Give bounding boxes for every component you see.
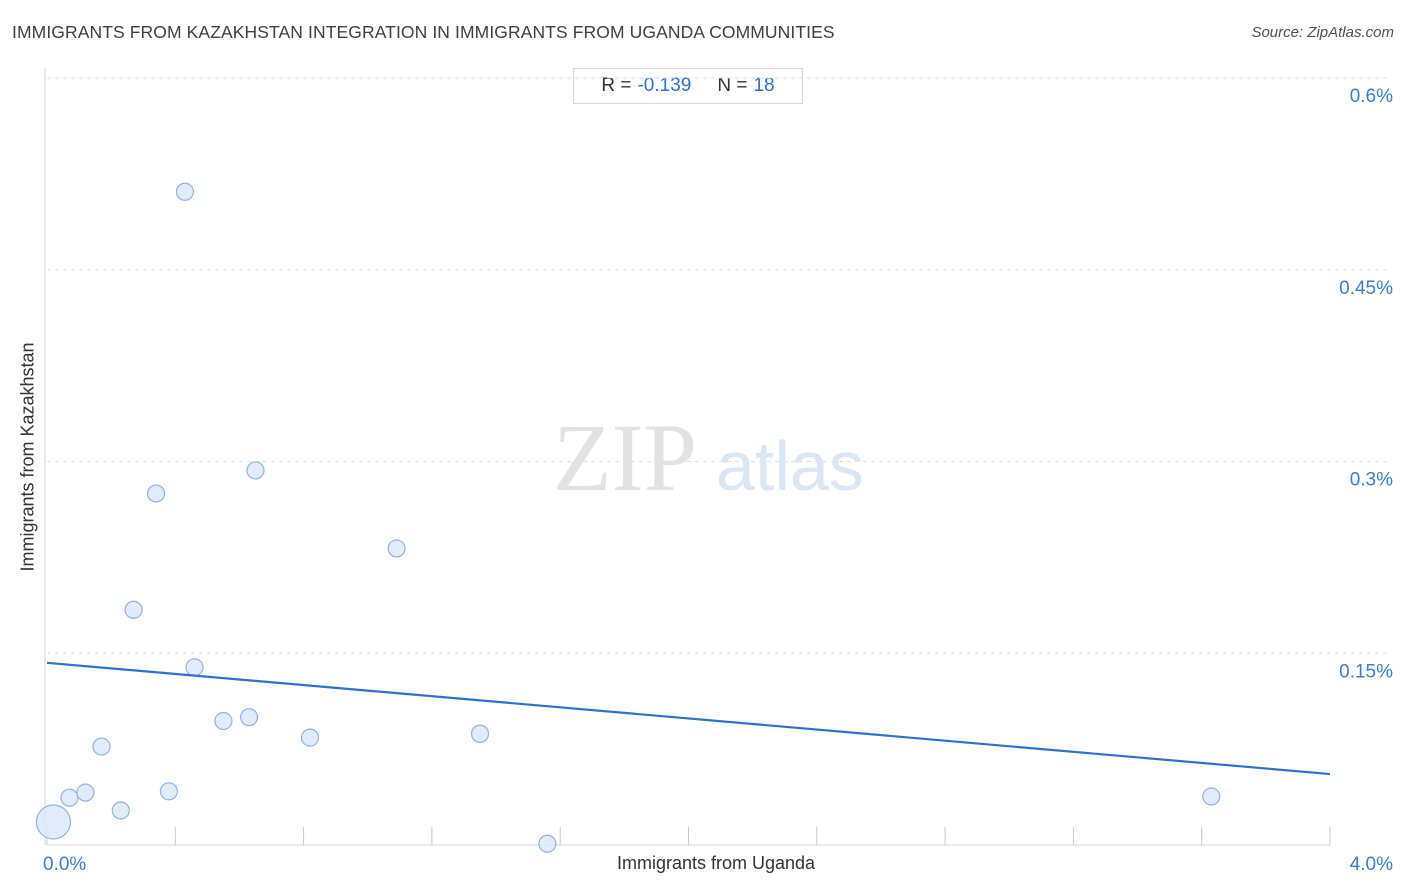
data-point [538, 834, 557, 853]
data-point [214, 711, 233, 731]
data-point [76, 783, 95, 802]
data-point [185, 658, 204, 677]
n-label: N = [717, 75, 748, 96]
source-credit: Source: ZipAtlas.com [1251, 24, 1394, 41]
data-point [124, 600, 143, 619]
y-tick-label: 0.3% [1350, 470, 1393, 491]
gridlines [47, 77, 1390, 654]
n-value: 18 [753, 75, 775, 96]
correlation-stats-box: R = -0.139 N = 18 [573, 68, 803, 104]
y-tick-label: 0.45% [1339, 278, 1393, 299]
y-tick-label: 0.15% [1339, 661, 1393, 682]
data-point [387, 539, 406, 558]
watermark-atlas: atlas [716, 427, 864, 505]
tick-labels: 0.15% 0.3% 0.45% 0.6% 0.0% 4.0% [43, 86, 1393, 875]
data-points [35, 182, 1221, 853]
data-point [159, 782, 178, 801]
y-tick-label: 0.6% [1350, 86, 1393, 107]
x-tick-label: 4.0% [1350, 854, 1393, 875]
trend-line-group [46, 661, 1331, 776]
x-tick-label: 0.0% [43, 854, 86, 875]
data-point [146, 484, 166, 503]
data-point [175, 182, 195, 201]
data-point [1202, 787, 1221, 806]
x-axis-label: Immigrants from Uganda [616, 853, 816, 873]
trend-line [46, 661, 1331, 776]
watermark: ZIP atlas [553, 404, 864, 511]
watermark-zip: ZIP [553, 404, 697, 511]
data-point [35, 804, 72, 840]
chart-title: IMMIGRANTS FROM KAZAKHSTAN INTEGRATION I… [12, 22, 835, 42]
data-point [470, 724, 490, 743]
data-point [60, 788, 79, 807]
data-point [239, 708, 259, 727]
data-point [92, 737, 111, 756]
axes [44, 68, 1331, 846]
data-point [246, 461, 265, 480]
data-point [300, 728, 320, 747]
data-point [111, 801, 130, 820]
r-label: R = [601, 75, 632, 96]
r-value: -0.139 [637, 75, 692, 96]
